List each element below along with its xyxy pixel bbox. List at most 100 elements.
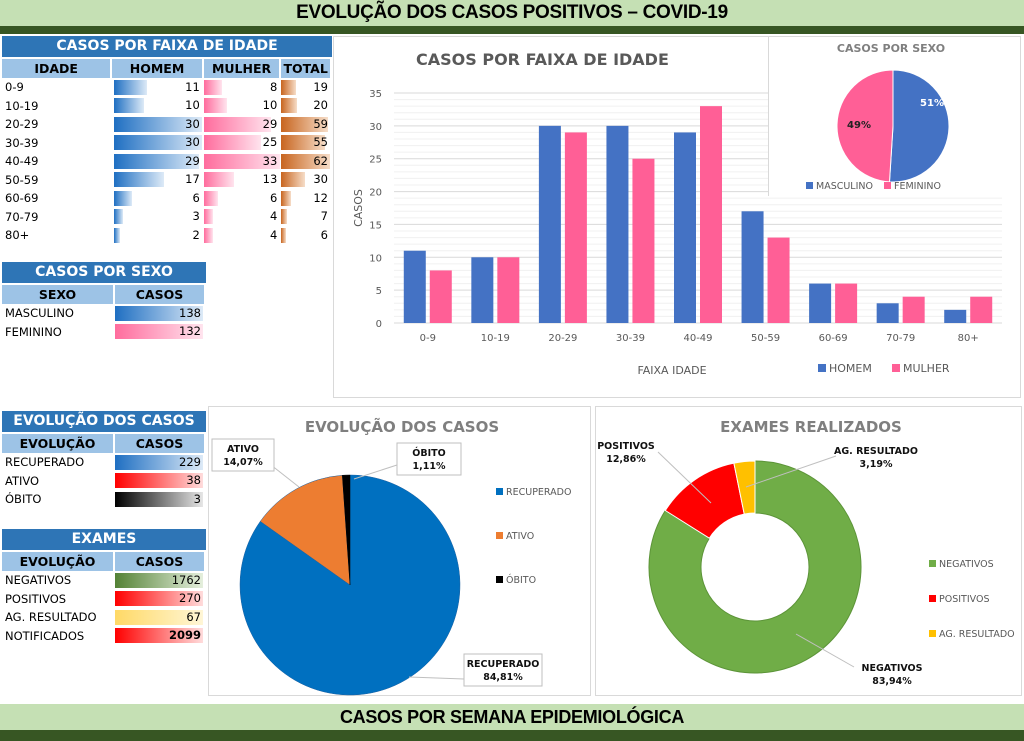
legend-label: AG. RESULTADO (939, 629, 1015, 640)
bar-homem (538, 125, 561, 323)
bar-homem (606, 125, 629, 323)
mulher-cell: 4 (203, 227, 280, 243)
total-cell-value: 62 (313, 153, 328, 168)
bar-homem (809, 283, 832, 323)
mulher-cell: 4 (203, 209, 280, 225)
chart-title: CASOS POR FAIXA DE IDADE (416, 50, 669, 69)
homem-cell-bar (114, 153, 200, 169)
row-label: AG. RESULTADO (5, 610, 97, 625)
data-label-value: 12,86% (606, 454, 646, 465)
total-cell-value: 59 (313, 116, 328, 131)
table-row: ATIVO 38 (2, 472, 206, 491)
exams-donut-panel: EXAMES REALIZADOS POSITIVOS 12,86% AG. RESU… (595, 406, 1022, 696)
legend-label: ÓBITO (506, 574, 536, 586)
x-tick-label: 60-69 (819, 333, 848, 344)
sex-table: CASOS POR SEXO SEXO CASOS MASCULINO 138 FE… (2, 262, 206, 341)
row-label: ÓBITO (5, 492, 42, 507)
value-cell-value: 229 (179, 454, 201, 469)
legend-swatch (806, 182, 813, 189)
mulher-cell-value: 10 (262, 98, 278, 113)
leader-line (795, 633, 855, 668)
x-tick-label: 30-39 (616, 333, 645, 344)
evolution-table: EVOLUÇÃO DOS CASOS EVOLUÇÃO CASOS RECUPE… (2, 411, 206, 509)
row-label: FEMININO (5, 324, 62, 339)
table-row: RECUPERADO 229 (2, 453, 206, 472)
age-range-label: 40-49 (5, 154, 39, 169)
value-cell-bar (115, 609, 203, 625)
value-cell-value: 132 (179, 324, 201, 339)
total-cell-bar (281, 116, 328, 132)
total-cell: 20 (281, 98, 330, 114)
data-label-value: 14,07% (223, 457, 263, 468)
data-label-name: POSITIVOS (597, 441, 655, 452)
bar-mulher (700, 106, 722, 324)
homem-cell-bar (114, 227, 121, 243)
value-cell-value: 270 (179, 591, 201, 606)
header-band (0, 26, 1024, 34)
value-cell-value: 67 (186, 609, 201, 624)
homem-cell: 10 (114, 98, 201, 114)
value-cell-value: 38 (186, 473, 201, 488)
homem-cell-value: 3 (192, 209, 200, 224)
total-cell-bar (281, 172, 305, 188)
homem-cell: 30 (114, 116, 203, 132)
homem-cell-value: 30 (185, 116, 200, 131)
bar-homem (876, 303, 899, 323)
value-cell-bar (115, 628, 203, 644)
legend-swatch (884, 182, 891, 189)
row-label: MASCULINO (5, 306, 74, 321)
chart-title: CASOS POR SEXO (837, 42, 945, 55)
evolution-pie-panel: EVOLUÇÃO DOS CASOS ATIVO 14,07% ÓBITO 1,11% R… (208, 406, 591, 696)
value-cell: 229 (115, 454, 203, 470)
mulher-cell: 6 (203, 190, 280, 206)
legend-swatch (929, 560, 936, 567)
exams-donut-chart: EXAMES REALIZADOS POSITIVOS 12,86% AG. RESU… (597, 418, 1015, 687)
total-cell-bar (281, 227, 287, 243)
value-cell-bar (115, 591, 203, 607)
legend-label: ATIVO (506, 531, 534, 542)
value-cell-bar (115, 572, 203, 588)
page-title: EVOLUÇÃO DOS CASOS POSITIVOS – COVID-19 (296, 2, 728, 23)
total-cell: 19 (281, 79, 330, 95)
homem-cell-bar (114, 116, 203, 132)
homem-cell-value: 30 (185, 135, 200, 150)
bar-mulher (429, 270, 452, 323)
section-banner: CASOS POR SEMANA EPIDEMIOLÓGICA (0, 704, 1024, 730)
legend-swatch (496, 576, 503, 583)
x-tick-label: 70-79 (886, 333, 915, 344)
total-cell: 30 (281, 172, 330, 188)
pie-slice-feminino (836, 69, 894, 183)
y-tick-label: 5 (376, 286, 382, 297)
pie-slice-masculino (888, 69, 950, 183)
age-table-body: 0-9 11 8 19 10-19 10 10 20 20-29 30 29 59 30-39 30 25 5… (2, 78, 332, 245)
sex-pie-chart: CASOS POR SEXO 51% 49% MASCULINO FEMININO (769, 37, 1014, 197)
y-tick-label: 15 (369, 220, 382, 231)
header-casos: CASOS (115, 434, 204, 453)
mulher-cell: 25 (203, 135, 280, 151)
bar-mulher (970, 296, 993, 323)
age-bar-chart: CASOS POR FAIXA DE IDADE 0 5 10 15 20 25 30 35 CA… (352, 50, 1002, 377)
value-cell-value: 138 (179, 305, 201, 320)
mulher-cell: 13 (203, 172, 280, 188)
homem-cell-bar (114, 79, 147, 95)
mulher-cell-value: 33 (262, 153, 278, 168)
row-label: ATIVO (5, 473, 40, 488)
bar-mulher (767, 237, 790, 323)
evolution-table-header: EVOLUÇÃO CASOS (2, 434, 206, 453)
row-label: RECUPERADO (5, 455, 85, 470)
bar-homem (741, 211, 764, 323)
mulher-cell-bar (203, 79, 223, 95)
leader-line (408, 676, 465, 680)
pie-slice-1 (259, 475, 351, 586)
legend-label: POSITIVOS (939, 594, 989, 605)
leader-line (745, 455, 837, 488)
header-evolucao: EVOLUÇÃO (2, 552, 113, 571)
header-mulher: MULHER (203, 59, 280, 78)
total-cell-bar (281, 209, 287, 225)
row-label: POSITIVOS (5, 591, 67, 606)
homem-cell: 17 (114, 172, 201, 188)
legend-label: MASCULINO (816, 181, 873, 192)
value-cell: 2099 (115, 628, 203, 644)
table-row: FEMININO 132 (2, 323, 206, 342)
data-label-name: ÓBITO (412, 447, 445, 459)
